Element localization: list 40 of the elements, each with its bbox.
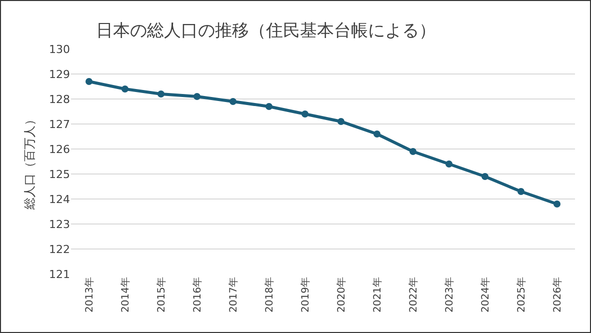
point	[446, 160, 452, 168]
y-tick-label: 130	[49, 42, 70, 56]
y-tick-label: 129	[49, 68, 70, 81]
y-axis-title: 総人口（百万人）	[22, 114, 36, 210]
x-tick-label: 2013年	[83, 277, 96, 312]
y-tick-label: 128	[49, 92, 70, 106]
y-tick-label: 121	[49, 268, 70, 281]
point	[122, 86, 128, 92]
point	[410, 148, 416, 155]
x-tick-label: 2020年	[335, 277, 348, 312]
point	[86, 78, 92, 85]
point	[482, 173, 488, 180]
x-tick-label: 2016年	[191, 277, 204, 312]
point	[194, 93, 200, 100]
x-tick-label: 2022年	[407, 277, 420, 312]
y-tick-label: 126	[49, 142, 70, 156]
x-tick-label: 2025年	[515, 277, 528, 312]
x-tick-label: 2015年	[155, 277, 168, 312]
y-tick-label: 124	[49, 192, 70, 206]
x-tick-label: 2021年	[371, 277, 384, 312]
point	[158, 90, 164, 98]
y-tick-label: 127	[49, 118, 70, 131]
y-tick-label: 122	[49, 242, 70, 256]
x-tick-label: 2014年	[119, 277, 132, 312]
point	[302, 110, 308, 118]
point	[374, 130, 380, 138]
y-tick-label: 123	[49, 218, 70, 231]
x-tick-label: 2018年	[263, 277, 276, 312]
x-tick-label: 2024年	[479, 277, 492, 312]
point	[230, 98, 236, 105]
chart-title: 日本の総人口の推移（住民基本台帳による）	[96, 21, 436, 42]
point	[266, 103, 272, 110]
y-tick-label: 125	[49, 168, 70, 181]
x-tick-label: 2026年	[551, 277, 564, 312]
x-tick-label: 2019年	[299, 277, 312, 312]
point	[338, 118, 344, 125]
x-tick-label: 2017年	[227, 277, 240, 312]
point	[554, 200, 560, 208]
point	[518, 188, 524, 195]
x-tick-label: 2023年	[443, 277, 456, 312]
